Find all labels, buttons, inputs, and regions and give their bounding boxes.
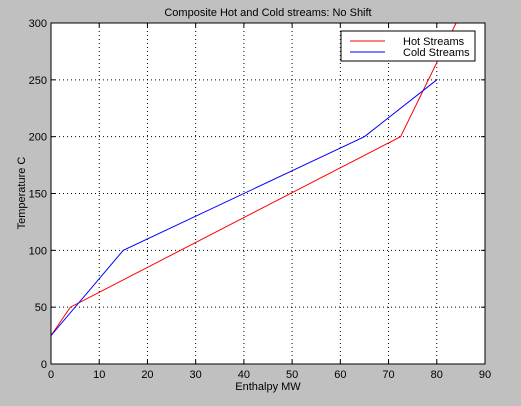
x-tick-label: 50	[286, 369, 298, 381]
x-tick-label: 70	[382, 369, 394, 381]
x-tick-label: 30	[190, 369, 202, 381]
chart-title: Composite Hot and Cold streams: No Shift	[164, 7, 371, 19]
x-tick-label: 10	[93, 369, 105, 381]
x-tick-label: 20	[141, 369, 153, 381]
y-tick-label: 0	[41, 359, 47, 371]
y-tick-label: 250	[29, 75, 47, 87]
legend-label-hot: Hot Streams	[403, 36, 465, 48]
y-axis-label: Temperature C	[16, 157, 28, 230]
x-tick-label: 40	[238, 369, 250, 381]
legend: Hot Streams Cold Streams	[340, 30, 476, 62]
x-tick-label: 0	[48, 369, 54, 381]
y-tick-label: 150	[29, 189, 47, 201]
x-tick-label: 80	[431, 369, 443, 381]
legend-label-cold: Cold Streams	[403, 47, 470, 59]
series-lines	[51, 23, 457, 336]
x-tick-label: 60	[334, 369, 346, 381]
grid-lines	[51, 23, 485, 364]
y-tick-label: 50	[35, 302, 47, 314]
x-axis-label: Enthalpy MW	[235, 381, 301, 393]
y-tick-labels: 0 50 100 150 200 250 300	[29, 18, 47, 371]
y-tick-label: 200	[29, 132, 47, 144]
x-tick-labels: 0 10 20 30 40 50 60 70 80 90	[48, 369, 491, 381]
x-tick-label: 90	[479, 369, 491, 381]
series-line-hot-streams	[51, 23, 457, 336]
y-tick-label: 300	[29, 18, 47, 30]
legend-box	[340, 30, 476, 62]
y-tick-label: 100	[29, 245, 47, 257]
series-line-cold-streams	[51, 79, 438, 336]
axis-ticks	[50, 22, 486, 365]
